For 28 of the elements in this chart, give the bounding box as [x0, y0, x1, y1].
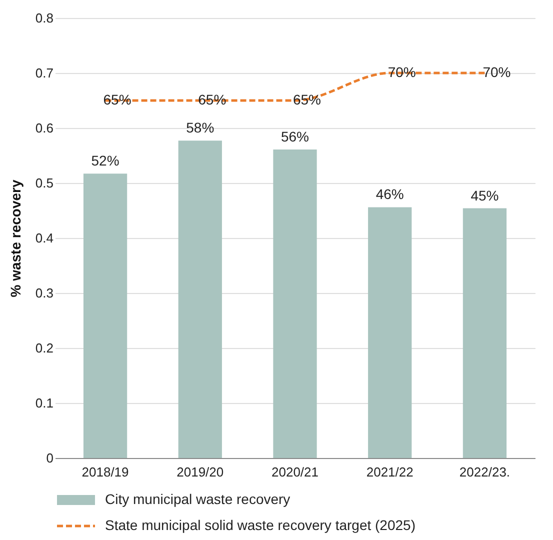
legend-label: State municipal solid waste recovery target (2025): [105, 517, 416, 533]
data-label: 52%: [91, 152, 120, 169]
data-label: 56%: [280, 128, 310, 144]
x-tick-label: 2020/21: [272, 464, 318, 480]
data-label: 46%: [376, 186, 404, 202]
y-tick-label: 0.1: [35, 396, 54, 410]
x-tick-label: 2021/22: [366, 464, 414, 480]
bar: [83, 174, 128, 458]
data-label: 58%: [186, 120, 214, 136]
y-tick-label: 0.5: [35, 176, 54, 190]
bar: [178, 140, 222, 458]
y-tick-label: 0.3: [35, 286, 54, 300]
y-tick-label: 0.8: [35, 10, 54, 26]
bar: [368, 207, 412, 458]
y-tick-label: 0.6: [35, 120, 54, 136]
data-label: 70%: [482, 64, 511, 80]
x-tick-label: 2018/19: [82, 464, 129, 480]
x-tick-label: 2019/20: [176, 464, 224, 480]
x-tick-label: 2022/23.: [459, 464, 510, 480]
y-tick-label: 0.4: [35, 230, 54, 246]
bar: [273, 149, 317, 458]
legend-label: City municipal waste recovery: [105, 491, 290, 507]
y-axis-title: % waste recovery: [7, 180, 24, 298]
data-label: 45%: [470, 187, 499, 204]
y-tick-label: 0.2: [35, 340, 54, 356]
y-tick-label: 0.7: [35, 66, 54, 80]
bar: [462, 208, 507, 458]
y-tick-label: 0: [46, 450, 54, 466]
